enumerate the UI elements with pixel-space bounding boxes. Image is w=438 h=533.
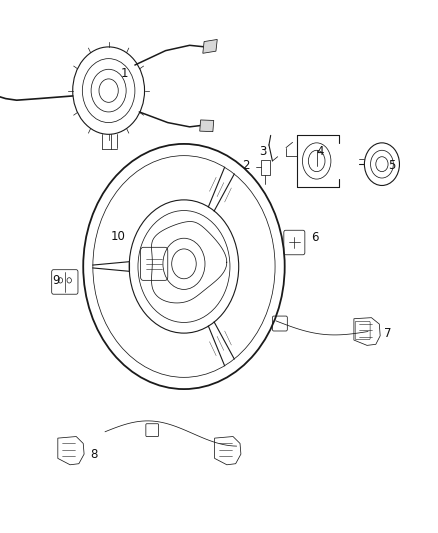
Text: 9: 9 [52, 274, 60, 287]
Text: 10: 10 [111, 230, 126, 243]
Text: 2: 2 [242, 159, 250, 172]
Text: 1: 1 [121, 67, 129, 80]
Text: 8: 8 [91, 448, 98, 461]
Text: 6: 6 [311, 231, 318, 244]
Polygon shape [200, 120, 214, 132]
Text: 4: 4 [316, 145, 324, 158]
Polygon shape [203, 39, 217, 53]
Text: 5: 5 [389, 159, 396, 172]
Text: 3: 3 [259, 145, 266, 158]
Text: 7: 7 [384, 327, 392, 340]
